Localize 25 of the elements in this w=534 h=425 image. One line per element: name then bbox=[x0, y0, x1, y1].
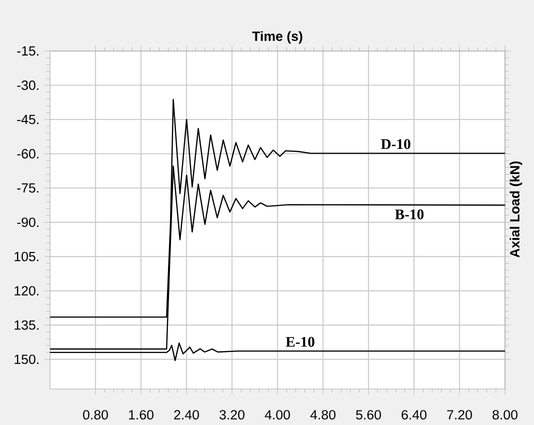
x-tick-label: 5.60 bbox=[356, 410, 381, 420]
x-tick-label: 1.60 bbox=[129, 410, 154, 420]
y-tick-label: -45. bbox=[17, 114, 38, 124]
x-tick-label: 2.40 bbox=[174, 410, 199, 420]
y-tick-label: 150. bbox=[14, 354, 38, 364]
y-tick-label: -60. bbox=[17, 149, 38, 158]
x-tick-label: 3.20 bbox=[220, 410, 244, 420]
y-tick-label: 105. bbox=[14, 252, 38, 262]
x-tick-label: 4.00 bbox=[264, 410, 290, 420]
y-tick-label: 120. bbox=[14, 286, 38, 296]
y-tick-label: -30. bbox=[17, 80, 38, 90]
y-tick-label: -90. bbox=[17, 218, 38, 227]
x-tick-label: 4.80 bbox=[310, 410, 336, 420]
x-tick-label: 6.40 bbox=[402, 410, 426, 420]
x-axis-title: Time (s) bbox=[252, 31, 302, 44]
y-tick-label: -75. bbox=[17, 183, 38, 193]
x-tick-label: 7.20 bbox=[447, 410, 472, 420]
series-label: E-10 bbox=[286, 336, 314, 347]
y-tick-label: 135. bbox=[14, 320, 38, 330]
series-label: B-10 bbox=[395, 209, 424, 220]
x-tick-label: 0.80 bbox=[83, 410, 108, 420]
x-tick-label: 8.00 bbox=[492, 410, 518, 420]
y-axis-title: Axial Load (kN) bbox=[510, 161, 522, 258]
y-tick-label: -15. bbox=[17, 46, 38, 56]
series-label: D-10 bbox=[380, 139, 410, 150]
